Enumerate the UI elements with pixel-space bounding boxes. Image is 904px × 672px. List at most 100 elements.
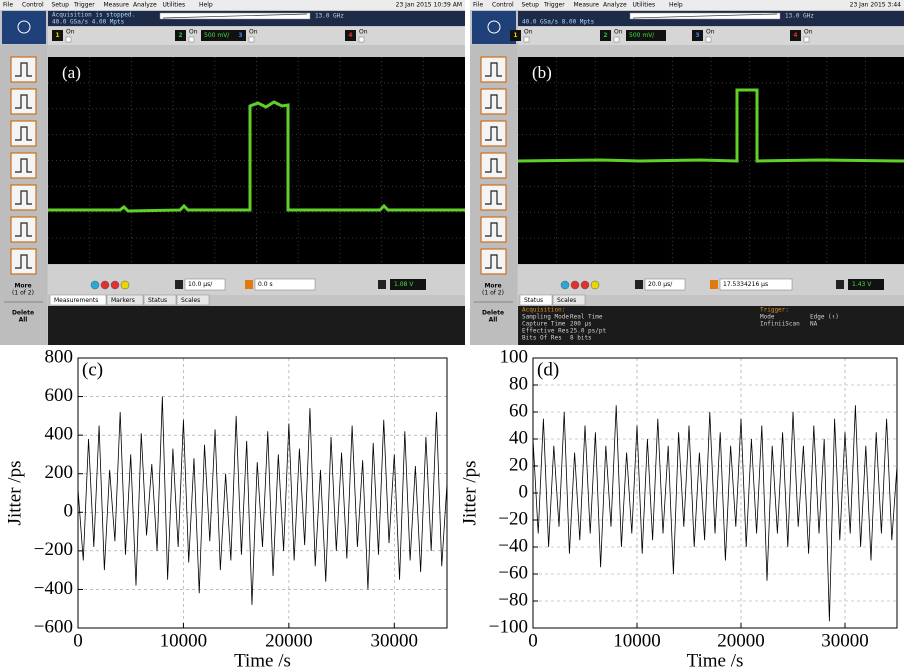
timebase: 10.0 µs/ — [188, 281, 213, 288]
menu-item: Measure — [574, 2, 600, 9]
color-button — [591, 281, 599, 289]
x-tick-label: 20000 — [717, 630, 765, 651]
color-button — [91, 281, 99, 289]
x-axis-label: Time /s — [687, 650, 744, 671]
menu-item: Trigger — [73, 2, 95, 9]
info-panel — [48, 306, 465, 345]
date: 23 Jan 2015 3:44 — [850, 2, 902, 9]
trigger-level: 1.43 V — [852, 281, 872, 288]
tab-label: Status — [524, 297, 543, 304]
menu-item: File — [3, 2, 13, 9]
status-text: 40.0 GSa/s 4.00 Mpts — [52, 19, 125, 26]
more-button: More — [14, 283, 31, 290]
channel-number: 2 — [178, 32, 182, 39]
more-button: (1 of 2) — [12, 290, 34, 297]
x-axis-label: Time /s — [234, 650, 291, 671]
tool-button — [11, 121, 36, 146]
y-tick-label: 60 — [509, 400, 528, 421]
tool-button — [11, 185, 36, 210]
figure: FileControlSetupTriggerMeasureAnalyzeUti… — [0, 0, 904, 672]
channel-number: 2 — [603, 32, 607, 39]
info-title: Trigger: — [760, 307, 789, 314]
channel-check — [524, 37, 529, 42]
x-tick-label: 0 — [73, 630, 83, 651]
tool-button — [11, 153, 36, 178]
menu-item: Control — [492, 2, 514, 9]
menu-item: Control — [22, 2, 44, 9]
trig-icon — [378, 280, 386, 289]
h-icon — [635, 280, 643, 289]
status-text: Acquisition is stopped. — [52, 12, 135, 19]
color-button — [101, 281, 109, 289]
y-tick-label: 400 — [45, 424, 74, 445]
channel-state: On — [249, 29, 258, 36]
info-label: Effective Res — [522, 328, 569, 335]
tool-button — [481, 185, 506, 210]
color-button — [571, 281, 579, 289]
trig-icon — [836, 280, 844, 289]
color-button — [111, 281, 119, 289]
tool-button — [481, 217, 506, 242]
y-tick-label: 0 — [519, 481, 529, 502]
delay: 0.0 s — [258, 281, 273, 288]
x-tick-label: 20000 — [265, 630, 313, 651]
info-title: Acquisition: — [522, 307, 565, 314]
channel-number: 1 — [55, 32, 59, 39]
tab-label: Scales — [557, 297, 576, 304]
menu-item: Setup — [522, 2, 540, 9]
y-axis-label: Jitter /ps — [4, 461, 25, 526]
tab-label: Markers — [111, 297, 135, 304]
info-label: Bits Of Res — [522, 335, 562, 342]
panel-label: (a) — [62, 63, 81, 82]
channel-check — [804, 37, 809, 42]
info-value: 8 bits — [570, 335, 592, 342]
tool-button — [11, 249, 36, 274]
channel-number: 4 — [348, 32, 352, 39]
channel-state: On — [524, 29, 533, 36]
delay: 17.5334216 µs — [723, 281, 768, 288]
y-axis-label: Jitter /ps — [459, 461, 480, 526]
y-tick-label: −20 — [498, 508, 528, 529]
bandwidth: 13.0 GHz — [315, 13, 344, 20]
channel-check — [359, 37, 364, 42]
channel-check — [614, 37, 619, 42]
x-tick-label: 0 — [528, 630, 538, 651]
menu-item: Setup — [52, 2, 70, 9]
x-tick-label: 10000 — [613, 630, 661, 651]
color-button — [561, 281, 569, 289]
menu-item: Help — [199, 2, 213, 9]
info-value: NA — [810, 321, 818, 328]
tab-label: Measurements — [54, 297, 98, 304]
channel-check — [66, 37, 71, 42]
info-label: InfiniiScan — [760, 321, 800, 328]
channel-check — [189, 37, 194, 42]
menu-item: Trigger — [543, 2, 565, 9]
trigger-level: 1.08 V — [394, 281, 414, 288]
delete-button: All — [489, 317, 498, 324]
channel-number: 3 — [238, 32, 242, 39]
info-label: Sampling Mode — [522, 314, 569, 321]
tool-button — [481, 89, 506, 114]
tool-button — [481, 249, 506, 274]
y-tick-label: 40 — [509, 427, 528, 448]
logo-box — [2, 11, 46, 44]
menu-item: Analyze — [603, 2, 627, 9]
color-button — [121, 281, 129, 289]
y-tick-label: −60 — [498, 562, 528, 583]
y-tick-label: 0 — [64, 501, 74, 522]
channel-state: On — [189, 29, 198, 36]
channel-number: 4 — [793, 32, 797, 39]
info-value: 200 µs — [570, 321, 592, 328]
date: 23 Jan 2015 10:39 AM — [396, 2, 462, 9]
annotation: (c) — [82, 359, 103, 380]
y-tick-label: 100 — [500, 346, 529, 367]
annotation: (d) — [537, 359, 559, 380]
channel-check — [249, 37, 254, 42]
y-tick-label: −600 — [34, 616, 73, 637]
channel-state: On — [359, 29, 368, 36]
channel-state: On — [706, 29, 715, 36]
info-label: Capture Time — [522, 321, 566, 328]
h-icon — [175, 280, 183, 289]
info-value: 25.0 ps/pt — [570, 328, 607, 335]
